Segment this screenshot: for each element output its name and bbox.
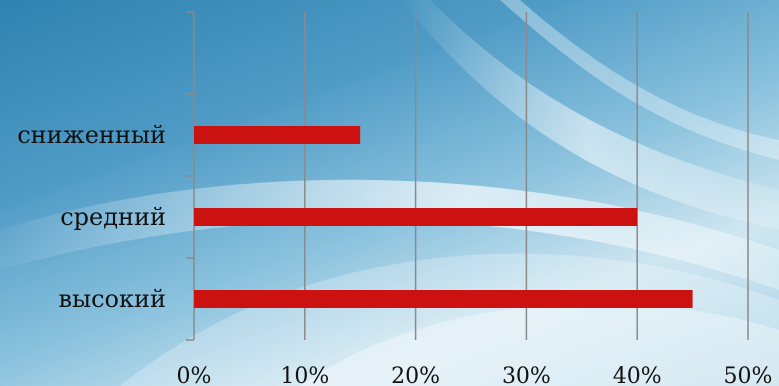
category-label: сниженный [17, 121, 166, 149]
x-tick-label: 0% [177, 364, 212, 386]
x-tick-label: 50% [724, 364, 773, 386]
bar [194, 208, 638, 226]
bar [194, 290, 693, 308]
bar [194, 126, 361, 144]
category-label: средний [60, 203, 166, 231]
x-tick-label: 10% [280, 364, 329, 386]
x-tick-label: 20% [391, 364, 440, 386]
category-label: высокий [59, 285, 167, 313]
x-tick-label: 30% [502, 364, 551, 386]
x-tick-label: 40% [613, 364, 662, 386]
